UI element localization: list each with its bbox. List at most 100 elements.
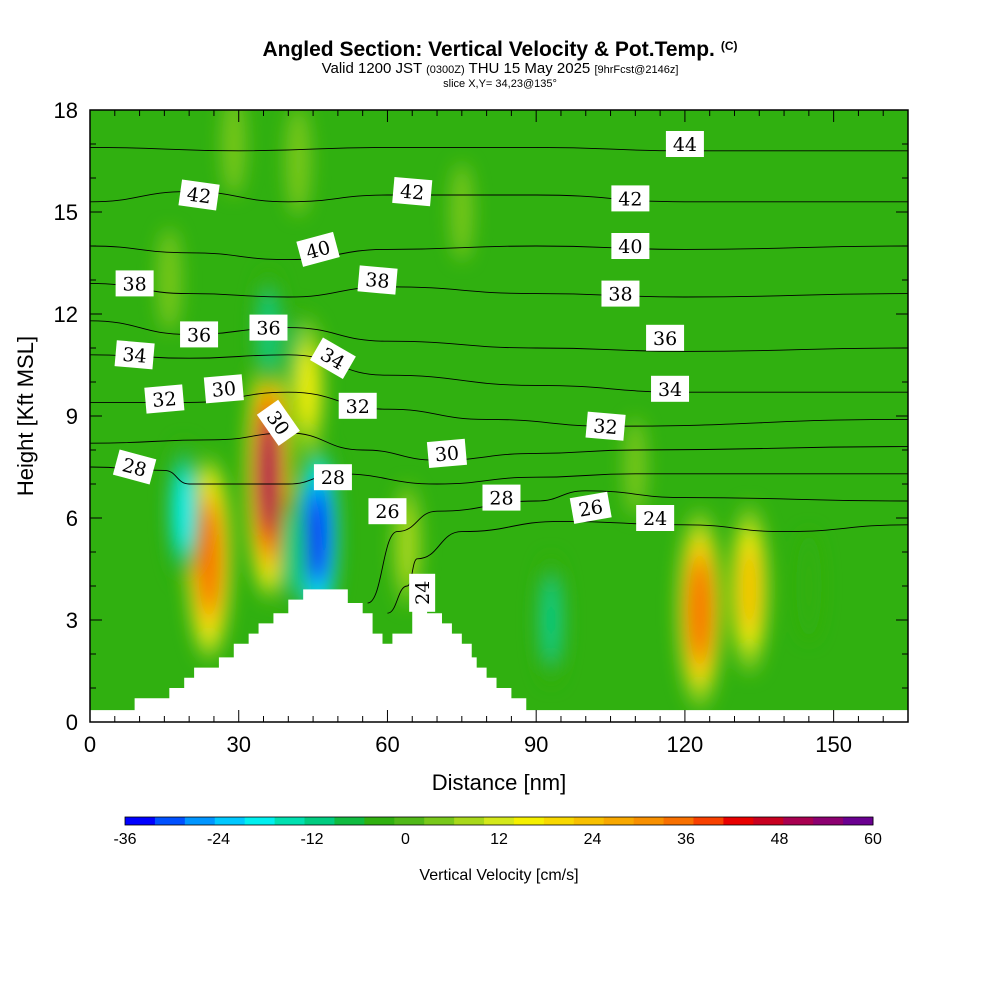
contour-label-box [651,375,690,402]
contour-label-box [646,324,685,351]
contour-label-text: 32 [592,415,618,439]
colorbar-cells [124,816,874,826]
theta-contour-line [90,282,908,298]
theta-contour-line [367,490,908,604]
contour-label-text: 42 [399,181,425,205]
contour-label: 34 [114,340,155,370]
contour-label-box [482,484,521,511]
x-axis-label: Distance [nm] [432,770,567,795]
contour-label-box [203,374,244,404]
contour-label-box [112,449,157,485]
contour-label-box [585,411,626,441]
x-tick-label: 30 [226,732,250,757]
contour-label-text: 34 [658,379,682,401]
contour-label: 30 [203,374,244,404]
y-tick-label: 9 [66,404,78,429]
velocity-cell [221,110,246,196]
y-tick-label: 3 [66,608,78,633]
valid-utc: (0300Z) [426,64,465,76]
contour-label-box [665,131,704,157]
contour-label-text: 40 [618,236,642,258]
contour-label-text: 28 [489,488,513,510]
colorbar-cell [454,817,485,825]
contour-label-box [569,491,612,524]
colorbar-tick-label: -24 [207,831,230,848]
copyright-mark: (C) [720,39,738,53]
valid-date: THU 15 May 2025 [468,60,591,77]
colorbar-cell [723,817,754,825]
contour-label-box [611,233,650,259]
colorbar-cell [603,817,635,825]
contour-label-text: 36 [187,324,211,346]
velocity-cell [541,576,561,664]
colorbar-cell [813,817,844,825]
contour-label-text: 26 [577,496,605,522]
contour-label: 32 [585,411,626,441]
contour-label-text: 36 [256,318,280,340]
contour-label-text: 36 [653,328,677,350]
velocity-cell [624,418,647,516]
y-axis-label: Height [Kft MSL] [13,336,38,496]
contour-label-text: 42 [618,188,642,210]
colorbar-tick-label: 48 [771,831,789,848]
colorbar-cell [573,817,605,825]
contour-label: 38 [115,270,154,297]
colorbar-frame [124,816,874,826]
terrain-mask [90,589,908,722]
contour-label: 36 [646,324,685,351]
contour-label-box [338,392,377,419]
contour-label-box [392,176,433,207]
velocity-cell [157,228,182,332]
contour-label: 36 [180,321,219,348]
contour-label: 32 [338,392,377,419]
colorbar-tick-label: 12 [490,831,508,848]
x-tick-label: 150 [815,732,852,757]
contour-label: 42 [178,179,220,211]
contour-label: 44 [665,131,704,157]
colorbar-cell [214,817,246,825]
colorbar-cell [484,817,515,825]
velocity-cell [688,561,711,658]
contour-label: 24 [636,505,675,531]
colorbar-cell [244,817,276,825]
colorbar-cell [843,817,874,825]
contour-label-box [178,179,220,211]
x-tick-label: 90 [524,732,548,757]
contour-label: 26 [569,491,612,524]
colorbar-tick-label: 60 [864,831,882,848]
contour-label-box [249,314,288,341]
x-axis: 0 30 60 90 120 150 [84,110,909,757]
valid-prefix: Valid 1200 JST [321,60,422,77]
contour-label-text: 44 [673,134,697,156]
contour-label: 38 [357,265,398,295]
colorbar-cell [633,817,665,825]
velocity-cell [258,417,279,531]
colorbar-tick-label: 24 [584,831,602,848]
velocity-cell [450,163,473,261]
contour-label-box [115,270,154,297]
x-tick-label: 60 [375,732,399,757]
contour-label-text: 28 [321,467,345,489]
colorbar-cell [663,817,694,825]
contour-label-box [180,321,219,348]
contour-label: 40 [296,231,340,267]
colorbar-cell [693,817,724,825]
velocity-cell [175,471,194,551]
theta-contour-line [90,466,908,485]
contour-label-box [601,280,640,307]
contour-label: 38 [601,280,640,307]
contour-label-box [144,384,185,414]
contour-label: 42 [392,176,433,207]
contour-label: 40 [611,233,650,259]
y-tick-label: 12 [54,302,78,327]
contour-label: 28 [112,449,157,485]
contour-label-text: 34 [122,344,148,368]
colorbar-cell [783,817,814,825]
velocity-cell [307,489,329,581]
colorbar-cell [154,817,186,825]
colorbar-tick-label: 0 [401,831,410,848]
colorbar-cell [274,817,306,825]
